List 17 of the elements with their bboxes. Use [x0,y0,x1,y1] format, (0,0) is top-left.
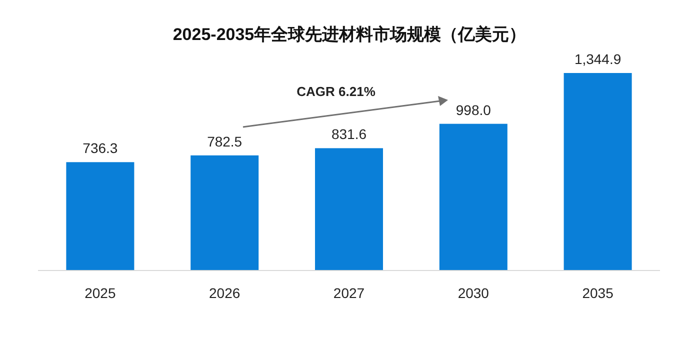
bar [315,148,383,270]
data-label: 831.6 [331,126,367,142]
data-label: 998.0 [456,102,492,118]
bar [564,73,632,270]
annotation: CAGR 6.21% [296,84,376,99]
bar [439,124,508,270]
bar [66,162,134,270]
x-tick-label: 2026 [209,285,240,301]
chart-title: 2025-2035年全球先进材料市场规模（亿美元） [172,25,526,44]
bar [190,155,259,270]
x-tick-label: 2030 [458,285,490,301]
x-tick-label: 2027 [333,285,365,301]
data-label: 736.3 [82,140,118,156]
data-label: 782.5 [207,133,242,150]
data-label: 1,344.9 [574,51,622,67]
x-tick-label: 2035 [582,285,614,301]
x-tick-label: 2025 [84,285,116,301]
